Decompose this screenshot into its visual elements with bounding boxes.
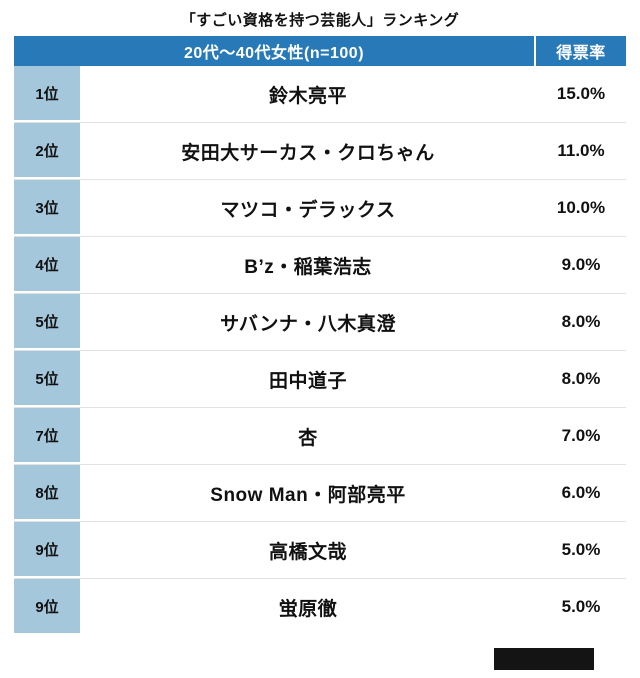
ranking-table: 20代〜40代女性(n=100) 得票率 1位 鈴木亮平 15.0% 2位 安田… (14, 36, 626, 635)
table-row: 7位 杏 7.0% (14, 408, 626, 465)
vote-rate-cell: 9.0% (536, 237, 626, 293)
name-cell: 田中道子 (82, 351, 534, 407)
name-cell: 安田大サーカス・クロちゃん (82, 123, 534, 179)
name-cell: B’z・稲葉浩志 (82, 237, 534, 293)
rank-cell: 3位 (14, 180, 80, 236)
table-row: 9位 蛍原徹 5.0% (14, 579, 626, 635)
name-cell: サバンナ・八木真澄 (82, 294, 534, 350)
rank-cell: 4位 (14, 237, 80, 293)
table-row: 9位 高橋文哉 5.0% (14, 522, 626, 579)
watermark-badge (494, 648, 594, 670)
table-header-row: 20代〜40代女性(n=100) 得票率 (14, 36, 626, 66)
name-cell: 鈴木亮平 (82, 66, 534, 122)
vote-rate-cell: 11.0% (536, 123, 626, 179)
vote-rate-cell: 5.0% (536, 579, 626, 635)
header-vote-rate-label: 得票率 (536, 36, 626, 66)
name-cell: 杏 (82, 408, 534, 464)
table-row: 8位 Snow Man・阿部亮平 6.0% (14, 465, 626, 522)
vote-rate-cell: 8.0% (536, 294, 626, 350)
rank-cell: 9位 (14, 522, 80, 578)
rank-cell: 7位 (14, 408, 80, 464)
name-cell: 高橋文哉 (82, 522, 534, 578)
vote-rate-cell: 10.0% (536, 180, 626, 236)
rank-cell: 1位 (14, 66, 80, 122)
name-cell: 蛍原徹 (82, 579, 534, 635)
vote-rate-cell: 15.0% (536, 66, 626, 122)
header-group-label: 20代〜40代女性(n=100) (14, 36, 534, 66)
rank-cell: 5位 (14, 351, 80, 407)
name-cell: Snow Man・阿部亮平 (82, 465, 534, 521)
rank-cell: 2位 (14, 123, 80, 179)
name-cell: マツコ・デラックス (82, 180, 534, 236)
rank-cell: 8位 (14, 465, 80, 521)
table-row: 2位 安田大サーカス・クロちゃん 11.0% (14, 123, 626, 180)
vote-rate-cell: 8.0% (536, 351, 626, 407)
table-row: 3位 マツコ・デラックス 10.0% (14, 180, 626, 237)
rank-cell: 5位 (14, 294, 80, 350)
vote-rate-cell: 6.0% (536, 465, 626, 521)
table-row: 5位 田中道子 8.0% (14, 351, 626, 408)
table-row: 5位 サバンナ・八木真澄 8.0% (14, 294, 626, 351)
vote-rate-cell: 7.0% (536, 408, 626, 464)
page-title: 「すごい資格を持つ芸能人」ランキング (180, 12, 460, 29)
vote-rate-cell: 5.0% (536, 522, 626, 578)
rank-cell: 9位 (14, 579, 80, 635)
table-row: 4位 B’z・稲葉浩志 9.0% (14, 237, 626, 294)
table-row: 1位 鈴木亮平 15.0% (14, 66, 626, 123)
